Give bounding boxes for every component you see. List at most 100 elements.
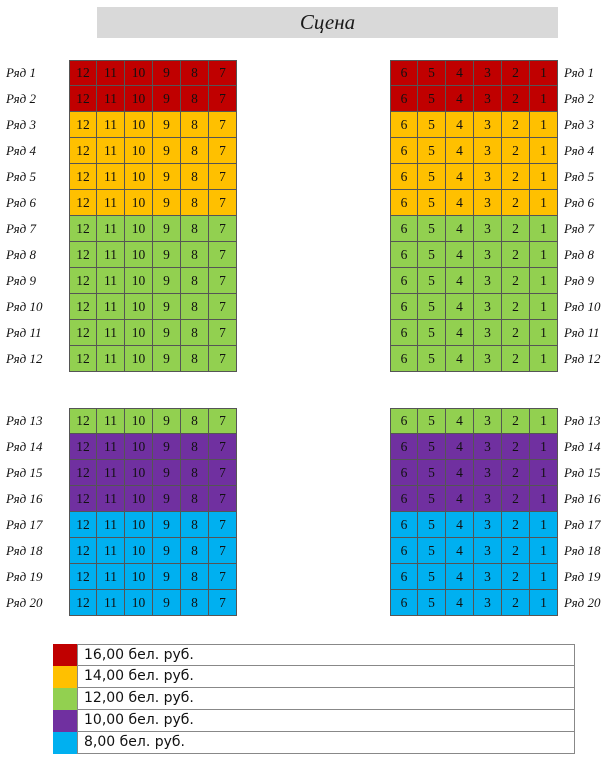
seat[interactable]: 10 <box>125 138 153 164</box>
seat[interactable]: 11 <box>97 460 125 486</box>
seat[interactable]: 8 <box>181 216 209 242</box>
seat[interactable]: 3 <box>474 434 502 460</box>
seat[interactable]: 3 <box>474 112 502 138</box>
seat[interactable]: 7 <box>209 538 237 564</box>
seat[interactable]: 9 <box>153 294 181 320</box>
seat[interactable]: 5 <box>418 486 446 512</box>
seat[interactable]: 7 <box>209 590 237 616</box>
seat[interactable]: 11 <box>97 294 125 320</box>
seat[interactable]: 3 <box>474 320 502 346</box>
seat[interactable]: 11 <box>97 346 125 372</box>
seat[interactable]: 8 <box>181 164 209 190</box>
seat[interactable]: 11 <box>97 138 125 164</box>
seat[interactable]: 7 <box>209 216 237 242</box>
seat[interactable]: 8 <box>181 590 209 616</box>
seat[interactable]: 8 <box>181 320 209 346</box>
seat[interactable]: 11 <box>97 538 125 564</box>
seat[interactable]: 4 <box>446 242 474 268</box>
seat[interactable]: 10 <box>125 590 153 616</box>
seat[interactable]: 9 <box>153 216 181 242</box>
seat[interactable]: 8 <box>181 138 209 164</box>
seat[interactable]: 8 <box>181 112 209 138</box>
seat[interactable]: 2 <box>502 268 530 294</box>
seat[interactable]: 10 <box>125 460 153 486</box>
seat[interactable]: 10 <box>125 216 153 242</box>
seat[interactable]: 9 <box>153 268 181 294</box>
seat[interactable]: 1 <box>530 60 558 86</box>
seat[interactable]: 8 <box>181 460 209 486</box>
seat[interactable]: 9 <box>153 434 181 460</box>
seat[interactable]: 5 <box>418 216 446 242</box>
seat[interactable]: 2 <box>502 242 530 268</box>
seat[interactable]: 5 <box>418 538 446 564</box>
seat[interactable]: 6 <box>390 164 418 190</box>
seat[interactable]: 11 <box>97 434 125 460</box>
seat[interactable]: 9 <box>153 86 181 112</box>
seat[interactable]: 9 <box>153 112 181 138</box>
seat[interactable]: 10 <box>125 408 153 434</box>
seat[interactable]: 7 <box>209 486 237 512</box>
seat[interactable]: 12 <box>69 164 97 190</box>
seat[interactable]: 12 <box>69 60 97 86</box>
seat[interactable]: 1 <box>530 138 558 164</box>
seat[interactable]: 7 <box>209 564 237 590</box>
seat[interactable]: 12 <box>69 86 97 112</box>
seat[interactable]: 4 <box>446 320 474 346</box>
seat[interactable]: 8 <box>181 86 209 112</box>
seat[interactable]: 8 <box>181 346 209 372</box>
seat[interactable]: 5 <box>418 86 446 112</box>
seat[interactable]: 9 <box>153 486 181 512</box>
seat[interactable]: 6 <box>390 346 418 372</box>
seat[interactable]: 1 <box>530 512 558 538</box>
seat[interactable]: 4 <box>446 434 474 460</box>
seat[interactable]: 12 <box>69 268 97 294</box>
seat[interactable]: 8 <box>181 538 209 564</box>
seat[interactable]: 4 <box>446 86 474 112</box>
seat[interactable]: 1 <box>530 190 558 216</box>
seat[interactable]: 4 <box>446 590 474 616</box>
seat[interactable]: 11 <box>97 190 125 216</box>
seat[interactable]: 2 <box>502 408 530 434</box>
seat[interactable]: 5 <box>418 268 446 294</box>
seat[interactable]: 5 <box>418 434 446 460</box>
seat[interactable]: 9 <box>153 138 181 164</box>
seat[interactable]: 10 <box>125 60 153 86</box>
seat[interactable]: 12 <box>69 564 97 590</box>
seat[interactable]: 10 <box>125 86 153 112</box>
seat[interactable]: 12 <box>69 320 97 346</box>
seat[interactable]: 7 <box>209 408 237 434</box>
seat[interactable]: 4 <box>446 538 474 564</box>
seat[interactable]: 4 <box>446 564 474 590</box>
seat[interactable]: 1 <box>530 320 558 346</box>
seat[interactable]: 2 <box>502 564 530 590</box>
seat[interactable]: 6 <box>390 242 418 268</box>
seat[interactable]: 6 <box>390 538 418 564</box>
seat[interactable]: 2 <box>502 190 530 216</box>
seat[interactable]: 3 <box>474 60 502 86</box>
seat[interactable]: 8 <box>181 512 209 538</box>
seat[interactable]: 9 <box>153 190 181 216</box>
seat[interactable]: 7 <box>209 60 237 86</box>
seat[interactable]: 6 <box>390 320 418 346</box>
seat[interactable]: 11 <box>97 486 125 512</box>
seat[interactable]: 5 <box>418 242 446 268</box>
seat[interactable]: 10 <box>125 164 153 190</box>
seat[interactable]: 10 <box>125 512 153 538</box>
seat[interactable]: 5 <box>418 190 446 216</box>
seat[interactable]: 4 <box>446 138 474 164</box>
seat[interactable]: 7 <box>209 320 237 346</box>
seat[interactable]: 3 <box>474 512 502 538</box>
seat[interactable]: 12 <box>69 434 97 460</box>
seat[interactable]: 2 <box>502 86 530 112</box>
seat[interactable]: 9 <box>153 564 181 590</box>
seat[interactable]: 11 <box>97 112 125 138</box>
seat[interactable]: 12 <box>69 190 97 216</box>
seat[interactable]: 11 <box>97 320 125 346</box>
seat[interactable]: 1 <box>530 460 558 486</box>
seat[interactable]: 9 <box>153 408 181 434</box>
seat[interactable]: 12 <box>69 138 97 164</box>
seat[interactable]: 6 <box>390 512 418 538</box>
seat[interactable]: 10 <box>125 112 153 138</box>
seat[interactable]: 7 <box>209 138 237 164</box>
seat[interactable]: 8 <box>181 434 209 460</box>
